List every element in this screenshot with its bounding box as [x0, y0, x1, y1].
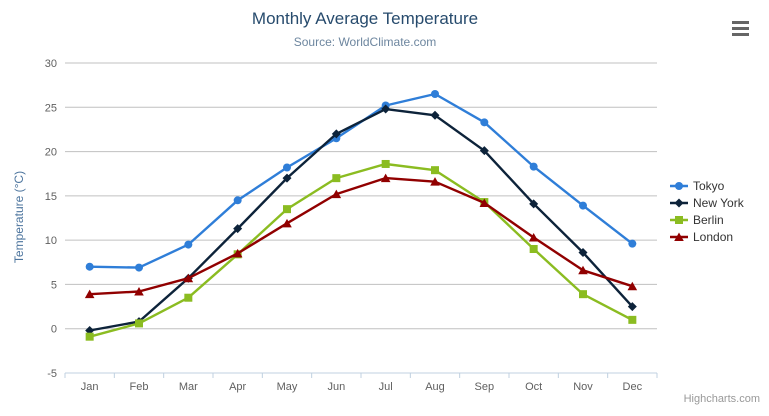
legend-symbol-triangle-icon [670, 232, 688, 241]
y-axis-tick-label: -5 [47, 368, 57, 380]
legend: Tokyo New York Berlin London [670, 177, 744, 245]
series-point-new-york-5 [331, 129, 341, 139]
series-point-london-0 [84, 289, 95, 299]
series-point-new-york-7 [430, 110, 440, 120]
legend-symbol-circle-icon [670, 181, 688, 190]
y-axis-tick-label: 20 [45, 147, 57, 159]
series-point-berlin-6 [381, 159, 390, 168]
legend-symbol-diamond-icon [670, 198, 688, 207]
x-axis-tick-label: May [277, 381, 298, 393]
series-point-london-7 [430, 177, 440, 186]
x-axis-tick-label: Nov [573, 381, 593, 393]
x-axis-tick-label: Jul [379, 381, 393, 393]
chart-subtitle: Source: WorldClimate.com [293, 35, 437, 49]
series-point-new-york-11 [627, 302, 637, 312]
hamburger-menu-icon[interactable] [732, 21, 749, 36]
y-axis-tick-label: 10 [45, 235, 57, 247]
x-axis-tick-label: Mar [179, 381, 198, 393]
series-line-tokyo [88, 92, 634, 269]
series-point-tokyo-9 [529, 162, 538, 171]
series-point-london-1 [134, 287, 144, 296]
x-axis-tick-label: Aug [425, 381, 445, 393]
series-point-tokyo-4 [283, 163, 291, 172]
highcharts-credit-link[interactable]: Highcharts.com [683, 393, 760, 405]
series-point-tokyo-7 [431, 90, 439, 98]
series-point-new-york-10 [578, 248, 588, 258]
x-axis-tick-label: Jan [81, 381, 99, 393]
series-point-new-york-9 [529, 199, 539, 209]
series-point-london-9 [528, 232, 539, 242]
hamburger-bar [732, 33, 749, 36]
hamburger-bar [732, 21, 749, 24]
series-point-berlin-1 [135, 319, 143, 328]
series-point-berlin-5 [332, 174, 341, 183]
legend-item-tokyo[interactable]: Tokyo [670, 177, 744, 194]
series-point-tokyo-1 [135, 263, 143, 272]
series-point-london-6 [380, 173, 391, 183]
x-axis-tick-label: Jun [327, 381, 345, 393]
x-axis-tick-label: Oct [525, 381, 542, 393]
series-point-london-11 [627, 281, 638, 291]
y-axis-tick-label: 30 [45, 58, 57, 70]
legend-label: London [693, 229, 734, 244]
series-point-london-5 [331, 189, 342, 199]
x-axis-tick-label: Apr [229, 381, 246, 393]
y-axis-tick-label: 25 [45, 102, 57, 114]
series-point-new-york-3 [233, 224, 243, 234]
series-point-tokyo-10 [579, 201, 587, 210]
x-axis-tick-label: Dec [623, 381, 643, 393]
series-point-berlin-11 [628, 315, 637, 324]
series-point-new-york-6 [381, 104, 391, 114]
series-point-london-8 [479, 198, 490, 207]
chart-title: Monthly Average Temperature [251, 9, 479, 28]
series-point-tokyo-3 [233, 196, 242, 205]
y-axis-tick-label: 15 [45, 191, 57, 203]
series-point-tokyo-2 [184, 240, 193, 249]
legend-label: Berlin [693, 212, 724, 227]
x-axis-tick-label: Sep [475, 381, 495, 393]
series-point-london-10 [578, 265, 588, 275]
series-point-london-2 [183, 273, 194, 283]
series-point-berlin-9 [529, 245, 538, 253]
series-line-new-york [88, 107, 634, 332]
series-point-berlin-7 [431, 166, 439, 175]
legend-item-berlin[interactable]: Berlin [670, 211, 744, 228]
series-point-berlin-10 [579, 290, 587, 299]
y-axis-tick-label: 5 [51, 279, 57, 291]
series-line-london [88, 176, 634, 296]
series-point-berlin-2 [184, 293, 193, 302]
legend-symbol-square-icon [670, 215, 688, 224]
series-point-london-3 [232, 248, 243, 258]
x-axis-tick-label: Feb [130, 381, 149, 393]
series-point-tokyo-0 [85, 262, 94, 271]
series-point-tokyo-8 [480, 118, 489, 127]
series-line-berlin [88, 162, 634, 338]
y-axis-tick-label: 0 [51, 324, 57, 336]
legend-label: Tokyo [693, 178, 725, 193]
series-point-new-york-4 [282, 173, 292, 183]
series-point-berlin-4 [283, 205, 291, 214]
legend-item-london[interactable]: London [670, 228, 744, 245]
series-point-london-4 [282, 218, 292, 228]
hamburger-bar [732, 27, 749, 30]
legend-item-new-york[interactable]: New York [670, 194, 744, 211]
series-point-tokyo-11 [628, 239, 637, 248]
legend-label: New York [693, 195, 744, 210]
series-point-new-york-8 [479, 146, 489, 156]
series-point-berlin-0 [85, 332, 94, 341]
